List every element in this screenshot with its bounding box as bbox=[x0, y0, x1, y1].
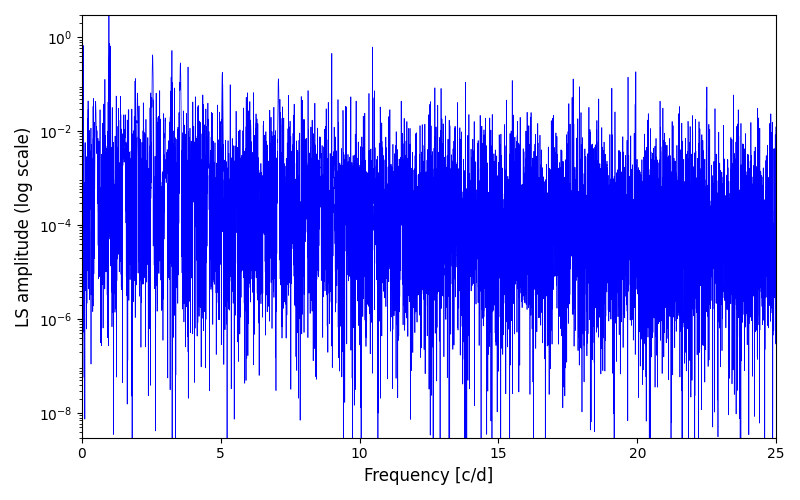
X-axis label: Frequency [c/d]: Frequency [c/d] bbox=[364, 467, 494, 485]
Y-axis label: LS amplitude (log scale): LS amplitude (log scale) bbox=[15, 126, 33, 326]
